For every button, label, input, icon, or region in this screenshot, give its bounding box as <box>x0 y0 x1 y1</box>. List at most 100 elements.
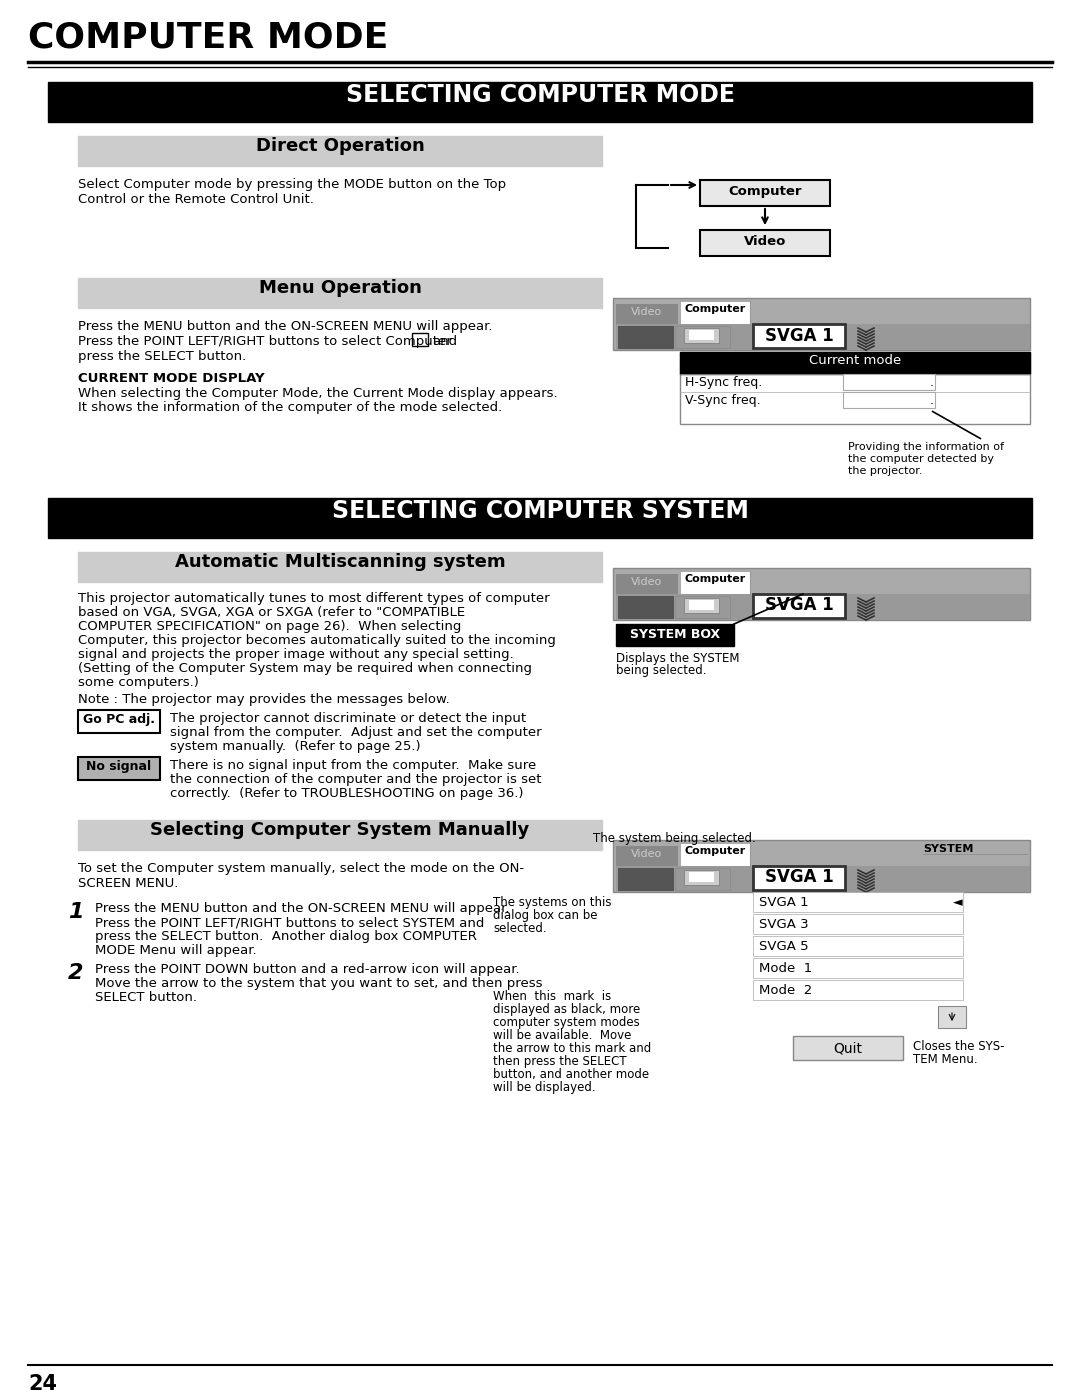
Text: Quit: Quit <box>834 1041 863 1055</box>
Text: Mode  2: Mode 2 <box>759 983 812 997</box>
Bar <box>700 231 831 256</box>
Text: the arrow to this mark and: the arrow to this mark and <box>492 1042 651 1055</box>
Bar <box>680 352 1030 374</box>
Bar <box>613 298 1030 351</box>
Bar <box>613 840 1030 893</box>
Text: SYSTEM BOX: SYSTEM BOX <box>630 629 720 641</box>
Bar <box>680 842 750 866</box>
Text: Video: Video <box>744 235 786 249</box>
Bar <box>684 870 719 886</box>
Bar <box>684 598 719 613</box>
Text: Video: Video <box>632 577 663 587</box>
Text: Note : The projector may provides the messages below.: Note : The projector may provides the me… <box>78 693 449 705</box>
Text: signal from the computer.  Adjust and set the computer: signal from the computer. Adjust and set… <box>170 726 542 739</box>
Text: Press the MENU button and the ON-SCREEN MENU will appear.: Press the MENU button and the ON-SCREEN … <box>95 902 510 915</box>
Bar <box>753 914 963 935</box>
Bar <box>689 872 714 882</box>
Bar <box>753 594 845 617</box>
Text: ◄: ◄ <box>953 895 962 909</box>
Text: When selecting the Computer Mode, the Current Mode display appears.: When selecting the Computer Mode, the Cu… <box>78 387 557 400</box>
Bar <box>753 893 963 912</box>
Bar <box>616 324 1030 351</box>
Text: The system being selected.: The system being selected. <box>593 833 756 845</box>
Text: being selected.: being selected. <box>616 664 706 678</box>
Bar <box>843 393 935 408</box>
Text: system manually.  (Refer to page 25.): system manually. (Refer to page 25.) <box>170 740 420 753</box>
Text: To set the Computer system manually, select the mode on the ON-: To set the Computer system manually, sel… <box>78 862 524 875</box>
Text: will be available.  Move: will be available. Move <box>492 1030 632 1042</box>
Text: correctly.  (Refer to TROUBLESHOOTING on page 36.): correctly. (Refer to TROUBLESHOOTING on … <box>170 787 524 800</box>
Text: Press the POINT DOWN button and a red-arrow icon will appear.: Press the POINT DOWN button and a red-ar… <box>95 963 519 977</box>
Text: SVGA 5: SVGA 5 <box>759 940 809 953</box>
Text: TEM Menu.: TEM Menu. <box>913 1053 977 1066</box>
Bar <box>753 866 845 890</box>
Bar <box>78 278 602 307</box>
Bar <box>675 868 730 890</box>
Text: press the SELECT button.: press the SELECT button. <box>78 351 246 363</box>
Bar <box>78 710 160 733</box>
Text: .: . <box>930 394 934 407</box>
Text: Go PC adj.: Go PC adj. <box>83 712 156 726</box>
Text: Providing the information of: Providing the information of <box>848 441 1004 453</box>
Text: Automatic Multiscanning system: Automatic Multiscanning system <box>175 553 505 571</box>
Bar <box>618 326 673 348</box>
Bar <box>753 936 963 956</box>
Text: the connection of the computer and the projector is set: the connection of the computer and the p… <box>170 773 541 787</box>
Text: Closes the SYS-: Closes the SYS- <box>913 1039 1004 1053</box>
Text: displayed as black, more: displayed as black, more <box>492 1003 640 1016</box>
Text: COMPUTER MODE: COMPUTER MODE <box>28 20 389 54</box>
Text: SELECT button.: SELECT button. <box>95 990 197 1004</box>
Text: MODE Menu will appear.: MODE Menu will appear. <box>95 944 257 957</box>
Bar <box>48 82 1032 122</box>
Bar <box>411 332 428 346</box>
Text: (Setting of the Computer System may be required when connecting: (Setting of the Computer System may be r… <box>78 662 532 675</box>
Text: and: and <box>432 335 457 348</box>
Bar <box>700 180 831 205</box>
Text: Press the POINT LEFT/RIGHT buttons to select Computer: Press the POINT LEFT/RIGHT buttons to se… <box>78 335 451 348</box>
Text: H-Sync freq.: H-Sync freq. <box>685 376 762 388</box>
Text: Computer, this projector becomes automatically suited to the incoming: Computer, this projector becomes automat… <box>78 634 556 647</box>
Bar <box>684 328 719 344</box>
Bar <box>675 597 730 617</box>
Text: The systems on this: The systems on this <box>492 895 611 909</box>
Text: Video: Video <box>632 307 663 317</box>
Text: CURRENT MODE DISPLAY: CURRENT MODE DISPLAY <box>78 372 265 386</box>
Text: some computers.): some computers.) <box>78 676 199 689</box>
Text: SYSTEM: SYSTEM <box>923 844 973 854</box>
Text: It shows the information of the computer of the mode selected.: It shows the information of the computer… <box>78 401 502 414</box>
Text: selected.: selected. <box>492 922 546 935</box>
Text: When  this  mark  is: When this mark is <box>492 990 611 1003</box>
Bar <box>843 374 935 390</box>
Bar <box>616 624 734 645</box>
Bar <box>618 597 673 617</box>
Text: 1: 1 <box>68 902 83 922</box>
Bar <box>78 136 602 166</box>
Text: Menu Operation: Menu Operation <box>258 279 421 298</box>
Text: press the SELECT button.  Another dialog box COMPUTER: press the SELECT button. Another dialog … <box>95 930 477 943</box>
Text: No signal: No signal <box>86 760 151 773</box>
Text: This projector automatically tunes to most different types of computer: This projector automatically tunes to mo… <box>78 592 550 605</box>
Bar <box>616 847 678 866</box>
Bar <box>753 324 845 348</box>
Bar <box>689 599 714 610</box>
Text: then press the SELECT: then press the SELECT <box>492 1055 626 1067</box>
Text: Computer: Computer <box>685 574 745 584</box>
Text: Press the MENU button and the ON-SCREEN MENU will appear.: Press the MENU button and the ON-SCREEN … <box>78 320 492 332</box>
Bar <box>78 757 160 780</box>
Bar <box>618 868 673 890</box>
Text: the computer detected by: the computer detected by <box>848 454 994 464</box>
Text: Control or the Remote Control Unit.: Control or the Remote Control Unit. <box>78 193 314 205</box>
Text: SVGA 3: SVGA 3 <box>759 918 809 930</box>
Bar <box>689 330 714 339</box>
Bar <box>78 552 602 583</box>
Bar <box>78 820 602 849</box>
Text: the projector.: the projector. <box>848 467 922 476</box>
Text: 2: 2 <box>68 963 83 983</box>
Text: V-Sync freq.: V-Sync freq. <box>685 394 760 407</box>
Text: Computer: Computer <box>685 847 745 856</box>
Text: Selecting Computer System Manually: Selecting Computer System Manually <box>150 821 529 840</box>
Text: SVGA 1: SVGA 1 <box>765 868 834 886</box>
Text: Computer: Computer <box>728 184 801 198</box>
Bar <box>680 571 750 594</box>
Bar <box>680 352 1030 425</box>
